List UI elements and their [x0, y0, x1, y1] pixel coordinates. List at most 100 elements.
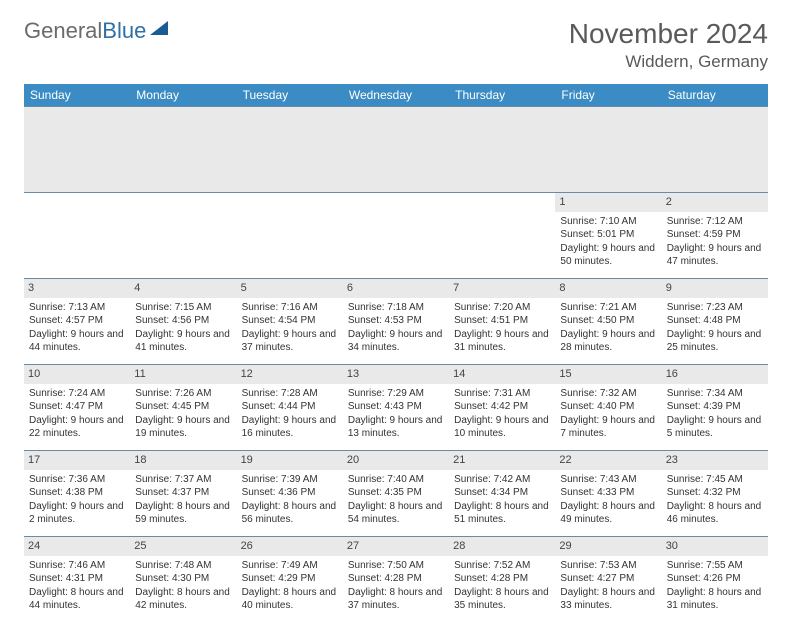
sunrise-text: Sunrise: 7:55 AM: [667, 559, 763, 573]
daylight-text: Daylight: 9 hours and 44 minutes.: [29, 328, 125, 355]
sunset-text: Sunset: 4:37 PM: [135, 486, 231, 500]
sunrise-text: Sunrise: 7:18 AM: [348, 301, 444, 315]
calendar-day-cell: 30 Sunrise: 7:55 AMSunset: 4:26 PMDayligh…: [662, 537, 768, 623]
calendar-day-cell: 22Sunrise: 7:43 AMSunset: 4:33 PMDayligh…: [555, 451, 661, 537]
day-header: Thursday: [449, 84, 555, 107]
logo-part2: Blue: [102, 18, 146, 43]
daylight-text: Daylight: 8 hours and 31 minutes.: [667, 586, 763, 613]
calendar-day-cell: 26Sunrise: 7:49 AMSunset: 4:29 PMDayligh…: [237, 537, 343, 623]
logo-triangle-icon: [150, 21, 168, 35]
daylight-text: Daylight: 9 hours and 7 minutes.: [560, 414, 656, 441]
day-header: Wednesday: [343, 84, 449, 107]
sunset-text: Sunset: 4:54 PM: [242, 314, 338, 328]
daylight-text: Daylight: 8 hours and 49 minutes.: [560, 500, 656, 527]
calendar-day-cell: 12Sunrise: 7:28 AMSunset: 4:44 PMDayligh…: [237, 365, 343, 451]
sunset-text: Sunset: 4:34 PM: [454, 486, 550, 500]
day-header: Sunday: [24, 84, 130, 107]
calendar-week-row: 17Sunrise: 7:36 AMSunset: 4:38 PMDayligh…: [24, 451, 768, 537]
title-block: November 2024 Widdern, Germany: [569, 18, 768, 72]
sunrise-text: Sunrise: 7:32 AM: [560, 387, 656, 401]
day-number: 27: [343, 537, 449, 556]
calendar-day-cell: 5Sunrise: 7:16 AMSunset: 4:54 PMDaylight…: [237, 279, 343, 365]
sunrise-text: Sunrise: 7:10 AM: [560, 215, 656, 229]
daylight-text: Daylight: 8 hours and 40 minutes.: [242, 586, 338, 613]
day-number: 30: [662, 537, 768, 556]
sunset-text: Sunset: 4:42 PM: [454, 400, 550, 414]
daylight-text: Daylight: 9 hours and 2 minutes.: [29, 500, 125, 527]
daylight-text: Daylight: 8 hours and 37 minutes.: [348, 586, 444, 613]
daylight-text: Daylight: 9 hours and 50 minutes.: [560, 242, 656, 269]
daylight-text: Daylight: 9 hours and 16 minutes.: [242, 414, 338, 441]
day-number: 28: [449, 537, 555, 556]
calendar-empty-cell: [343, 193, 449, 279]
day-header-row: SundayMondayTuesdayWednesdayThursdayFrid…: [24, 84, 768, 107]
day-number: 15: [555, 365, 661, 384]
month-title: November 2024: [569, 18, 768, 50]
sunset-text: Sunset: 4:39 PM: [667, 400, 763, 414]
logo-text: GeneralBlue: [24, 18, 146, 44]
daylight-text: Daylight: 9 hours and 13 minutes.: [348, 414, 444, 441]
calendar-day-cell: 3Sunrise: 7:13 AMSunset: 4:57 PMDaylight…: [24, 279, 130, 365]
calendar-table: SundayMondayTuesdayWednesdayThursdayFrid…: [24, 84, 768, 623]
location: Widdern, Germany: [569, 52, 768, 72]
daylight-text: Daylight: 9 hours and 28 minutes.: [560, 328, 656, 355]
sunset-text: Sunset: 4:28 PM: [348, 572, 444, 586]
calendar-empty-cell: [449, 193, 555, 279]
daylight-text: Daylight: 8 hours and 42 minutes.: [135, 586, 231, 613]
header: GeneralBlue November 2024 Widdern, Germa…: [24, 18, 768, 72]
daylight-text: Daylight: 9 hours and 22 minutes.: [29, 414, 125, 441]
day-number: 2: [662, 193, 768, 212]
calendar-day-cell: 18 Sunrise: 7:37 AMSunset: 4:37 PMDayligh…: [130, 451, 236, 537]
calendar-day-cell: 19Sunrise: 7:39 AMSunset: 4:36 PMDayligh…: [237, 451, 343, 537]
calendar-week-row: 1Sunrise: 7:10 AMSunset: 5:01 PMDaylight…: [24, 193, 768, 279]
day-number: 8: [555, 279, 661, 298]
sunrise-text: Sunrise: 7:37 AM: [135, 473, 231, 487]
day-number: 18: [130, 451, 236, 470]
calendar-day-cell: 27Sunrise: 7:50 AMSunset: 4:28 PMDayligh…: [343, 537, 449, 623]
calendar-empty-cell: [237, 193, 343, 279]
day-header: Tuesday: [237, 84, 343, 107]
calendar-day-cell: 16Sunrise: 7:34 AMSunset: 4:39 PMDayligh…: [662, 365, 768, 451]
day-number: 22: [555, 451, 661, 470]
sunset-text: Sunset: 4:30 PM: [135, 572, 231, 586]
daylight-text: Daylight: 9 hours and 19 minutes.: [135, 414, 231, 441]
day-header: Saturday: [662, 84, 768, 107]
sunset-text: Sunset: 4:48 PM: [667, 314, 763, 328]
sunrise-text: Sunrise: 7:13 AM: [29, 301, 125, 315]
sunset-text: Sunset: 4:43 PM: [348, 400, 444, 414]
sunrise-text: Sunrise: 7:21 AM: [560, 301, 656, 315]
calendar-day-cell: 20Sunrise: 7:40 AMSunset: 4:35 PMDayligh…: [343, 451, 449, 537]
day-number: 19: [237, 451, 343, 470]
sunrise-text: Sunrise: 7:49 AM: [242, 559, 338, 573]
sunset-text: Sunset: 4:27 PM: [560, 572, 656, 586]
logo-part1: General: [24, 18, 102, 43]
calendar-day-cell: 4Sunrise: 7:15 AMSunset: 4:56 PMDaylight…: [130, 279, 236, 365]
sunset-text: Sunset: 4:40 PM: [560, 400, 656, 414]
daylight-text: Daylight: 8 hours and 59 minutes.: [135, 500, 231, 527]
calendar-day-cell: 13Sunrise: 7:29 AMSunset: 4:43 PMDayligh…: [343, 365, 449, 451]
daylight-text: Daylight: 9 hours and 37 minutes.: [242, 328, 338, 355]
calendar-day-cell: 11Sunrise: 7:26 AMSunset: 4:45 PMDayligh…: [130, 365, 236, 451]
calendar-day-cell: 15 Sunrise: 7:32 AMSunset: 4:40 PMDayligh…: [555, 365, 661, 451]
day-number: 13: [343, 365, 449, 384]
sunrise-text: Sunrise: 7:36 AM: [29, 473, 125, 487]
sunset-text: Sunset: 4:35 PM: [348, 486, 444, 500]
calendar-empty-cell: [24, 193, 130, 279]
logo: GeneralBlue: [24, 18, 168, 44]
sunrise-text: Sunrise: 7:40 AM: [348, 473, 444, 487]
sunset-text: Sunset: 4:26 PM: [667, 572, 763, 586]
calendar-day-cell: 1Sunrise: 7:10 AMSunset: 5:01 PMDaylight…: [555, 193, 661, 279]
calendar-day-cell: 28Sunrise: 7:52 AMSunset: 4:28 PMDayligh…: [449, 537, 555, 623]
sunrise-text: Sunrise: 7:34 AM: [667, 387, 763, 401]
sunset-text: Sunset: 4:36 PM: [242, 486, 338, 500]
sunset-text: Sunset: 4:31 PM: [29, 572, 125, 586]
calendar-week-row: 24Sunrise: 7:46 AMSunset: 4:31 PMDayligh…: [24, 537, 768, 623]
sunset-text: Sunset: 4:53 PM: [348, 314, 444, 328]
sunrise-text: Sunrise: 7:16 AM: [242, 301, 338, 315]
sunrise-text: Sunrise: 7:42 AM: [454, 473, 550, 487]
day-number: 17: [24, 451, 130, 470]
calendar-day-cell: 23Sunrise: 7:45 AMSunset: 4:32 PMDayligh…: [662, 451, 768, 537]
day-number: 11: [130, 365, 236, 384]
sunrise-text: Sunrise: 7:43 AM: [560, 473, 656, 487]
sunrise-text: Sunrise: 7:15 AM: [135, 301, 231, 315]
